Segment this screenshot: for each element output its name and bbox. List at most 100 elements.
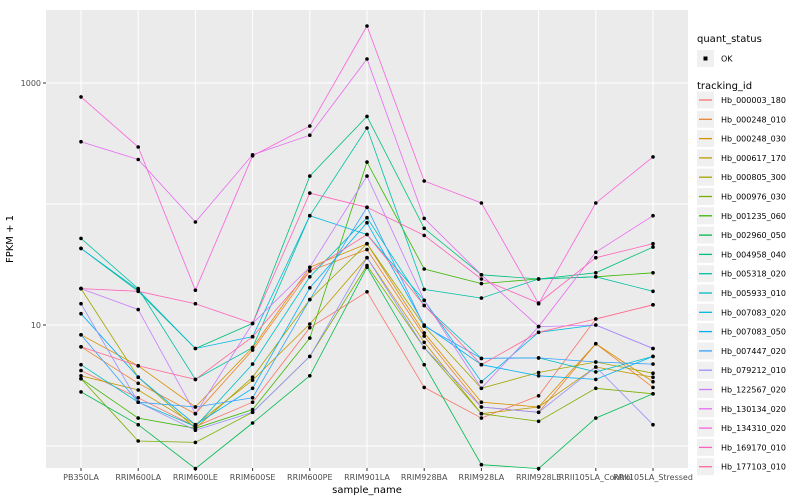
data-point xyxy=(422,362,427,367)
data-point xyxy=(479,277,484,281)
x-tick-label: RRIM928BA xyxy=(401,473,448,482)
data-point xyxy=(79,311,83,316)
data-point xyxy=(365,114,369,119)
legend-tracking-id-title: tracking_id xyxy=(697,81,752,92)
legend-item-label: Hb_004958_040 xyxy=(721,250,786,259)
data-point xyxy=(536,356,541,360)
data-point xyxy=(308,374,312,378)
data-point xyxy=(250,375,255,380)
legend-item-label: Hb_001235_060 xyxy=(721,212,786,221)
data-point xyxy=(365,174,369,178)
data-point xyxy=(193,411,198,416)
data-point xyxy=(536,419,541,424)
data-point xyxy=(479,400,484,405)
data-point xyxy=(193,422,198,427)
data-point xyxy=(479,416,484,420)
legend-quant-status-key xyxy=(697,50,714,67)
data-point xyxy=(250,334,255,339)
data-point xyxy=(536,410,541,415)
data-point xyxy=(422,324,427,328)
data-point xyxy=(193,346,198,351)
data-point xyxy=(422,298,427,303)
data-point xyxy=(651,213,655,218)
legend-item-label: Hb_000976_030 xyxy=(721,193,786,202)
data-point xyxy=(479,411,484,416)
data-point xyxy=(136,307,140,312)
data-point xyxy=(594,377,598,382)
x-tick-label: PB350LA xyxy=(63,473,99,482)
data-point xyxy=(79,362,83,367)
data-point xyxy=(594,323,598,327)
data-point xyxy=(193,220,198,224)
data-point xyxy=(365,255,369,260)
ok-point-marker-icon xyxy=(703,56,708,61)
legend-item-label: Hb_002960_050 xyxy=(721,231,786,240)
legend-item-label: Hb_007083_020 xyxy=(721,308,786,317)
legend-item-Hb_001235_060: Hb_001235_060 xyxy=(697,207,786,225)
data-point xyxy=(594,250,598,254)
legend-item-Hb_134310_020: Hb_134310_020 xyxy=(697,419,786,437)
data-points xyxy=(79,24,655,471)
data-point xyxy=(594,365,598,369)
data-point xyxy=(250,421,255,425)
x-tick-label: RRIM600SE xyxy=(230,473,276,482)
data-point xyxy=(308,269,312,273)
legend-item-label: Hb_122567_020 xyxy=(721,386,786,395)
data-point xyxy=(422,340,427,345)
data-point xyxy=(250,362,255,366)
data-point xyxy=(479,379,484,384)
data-point xyxy=(479,362,484,367)
data-point xyxy=(479,273,484,277)
data-point xyxy=(365,205,369,210)
data-point xyxy=(79,368,83,373)
data-point xyxy=(594,255,598,260)
data-point xyxy=(365,290,369,294)
data-point xyxy=(365,247,369,252)
data-point xyxy=(79,333,83,337)
data-point xyxy=(651,155,655,159)
data-point xyxy=(422,179,427,183)
data-point xyxy=(479,356,484,361)
data-point xyxy=(365,160,369,164)
axes: 10 1000 PB350LA RRIM600LA RRIM600LE RRIM600SE… xyxy=(21,79,693,482)
legend-quant-status-title: quant_status xyxy=(697,34,762,45)
data-point xyxy=(536,370,541,375)
data-point xyxy=(594,386,598,391)
data-point xyxy=(79,139,83,144)
data-point xyxy=(308,174,312,178)
legend-item-label: Hb_005933_010 xyxy=(721,289,786,298)
legend-item-Hb_122567_020: Hb_122567_020 xyxy=(697,381,786,398)
data-point xyxy=(79,236,83,241)
x-tick-label: RRII105LA_Control xyxy=(559,473,633,482)
legend-item-label: Hb_079212_010 xyxy=(721,366,786,375)
data-point xyxy=(479,281,484,286)
data-point xyxy=(536,394,541,398)
data-point xyxy=(422,385,427,390)
legend-item-Hb_004958_040: Hb_004958_040 xyxy=(697,245,786,263)
data-point xyxy=(536,330,541,335)
data-point xyxy=(79,345,83,349)
data-point xyxy=(193,288,198,293)
data-point xyxy=(308,213,312,218)
legend-item-Hb_130134_020: Hb_130134_020 xyxy=(697,400,786,418)
data-point xyxy=(651,371,655,376)
data-point xyxy=(651,362,655,366)
x-tick-label: RRIM928LA xyxy=(459,473,505,482)
data-point xyxy=(651,303,655,307)
legend-item-label: Hb_169170_010 xyxy=(721,443,786,452)
data-point xyxy=(250,345,255,350)
legend-item-label: Hb_000617_170 xyxy=(721,154,786,163)
data-point xyxy=(308,191,312,195)
data-point xyxy=(308,336,312,340)
legend-item-label: Hb_000248_010 xyxy=(721,115,786,124)
x-tick-label: RRIM901LA xyxy=(344,473,390,482)
data-point xyxy=(250,396,255,400)
legend-item-Hb_000003_180: Hb_000003_180 xyxy=(697,91,786,109)
data-point xyxy=(308,133,312,137)
data-point xyxy=(536,277,541,281)
data-point xyxy=(651,422,655,427)
legend-item-label: Hb_134310_020 xyxy=(721,424,786,433)
legend-item-Hb_079212_010: Hb_079212_010 xyxy=(697,361,786,379)
data-point xyxy=(136,157,140,162)
data-point xyxy=(136,145,140,149)
